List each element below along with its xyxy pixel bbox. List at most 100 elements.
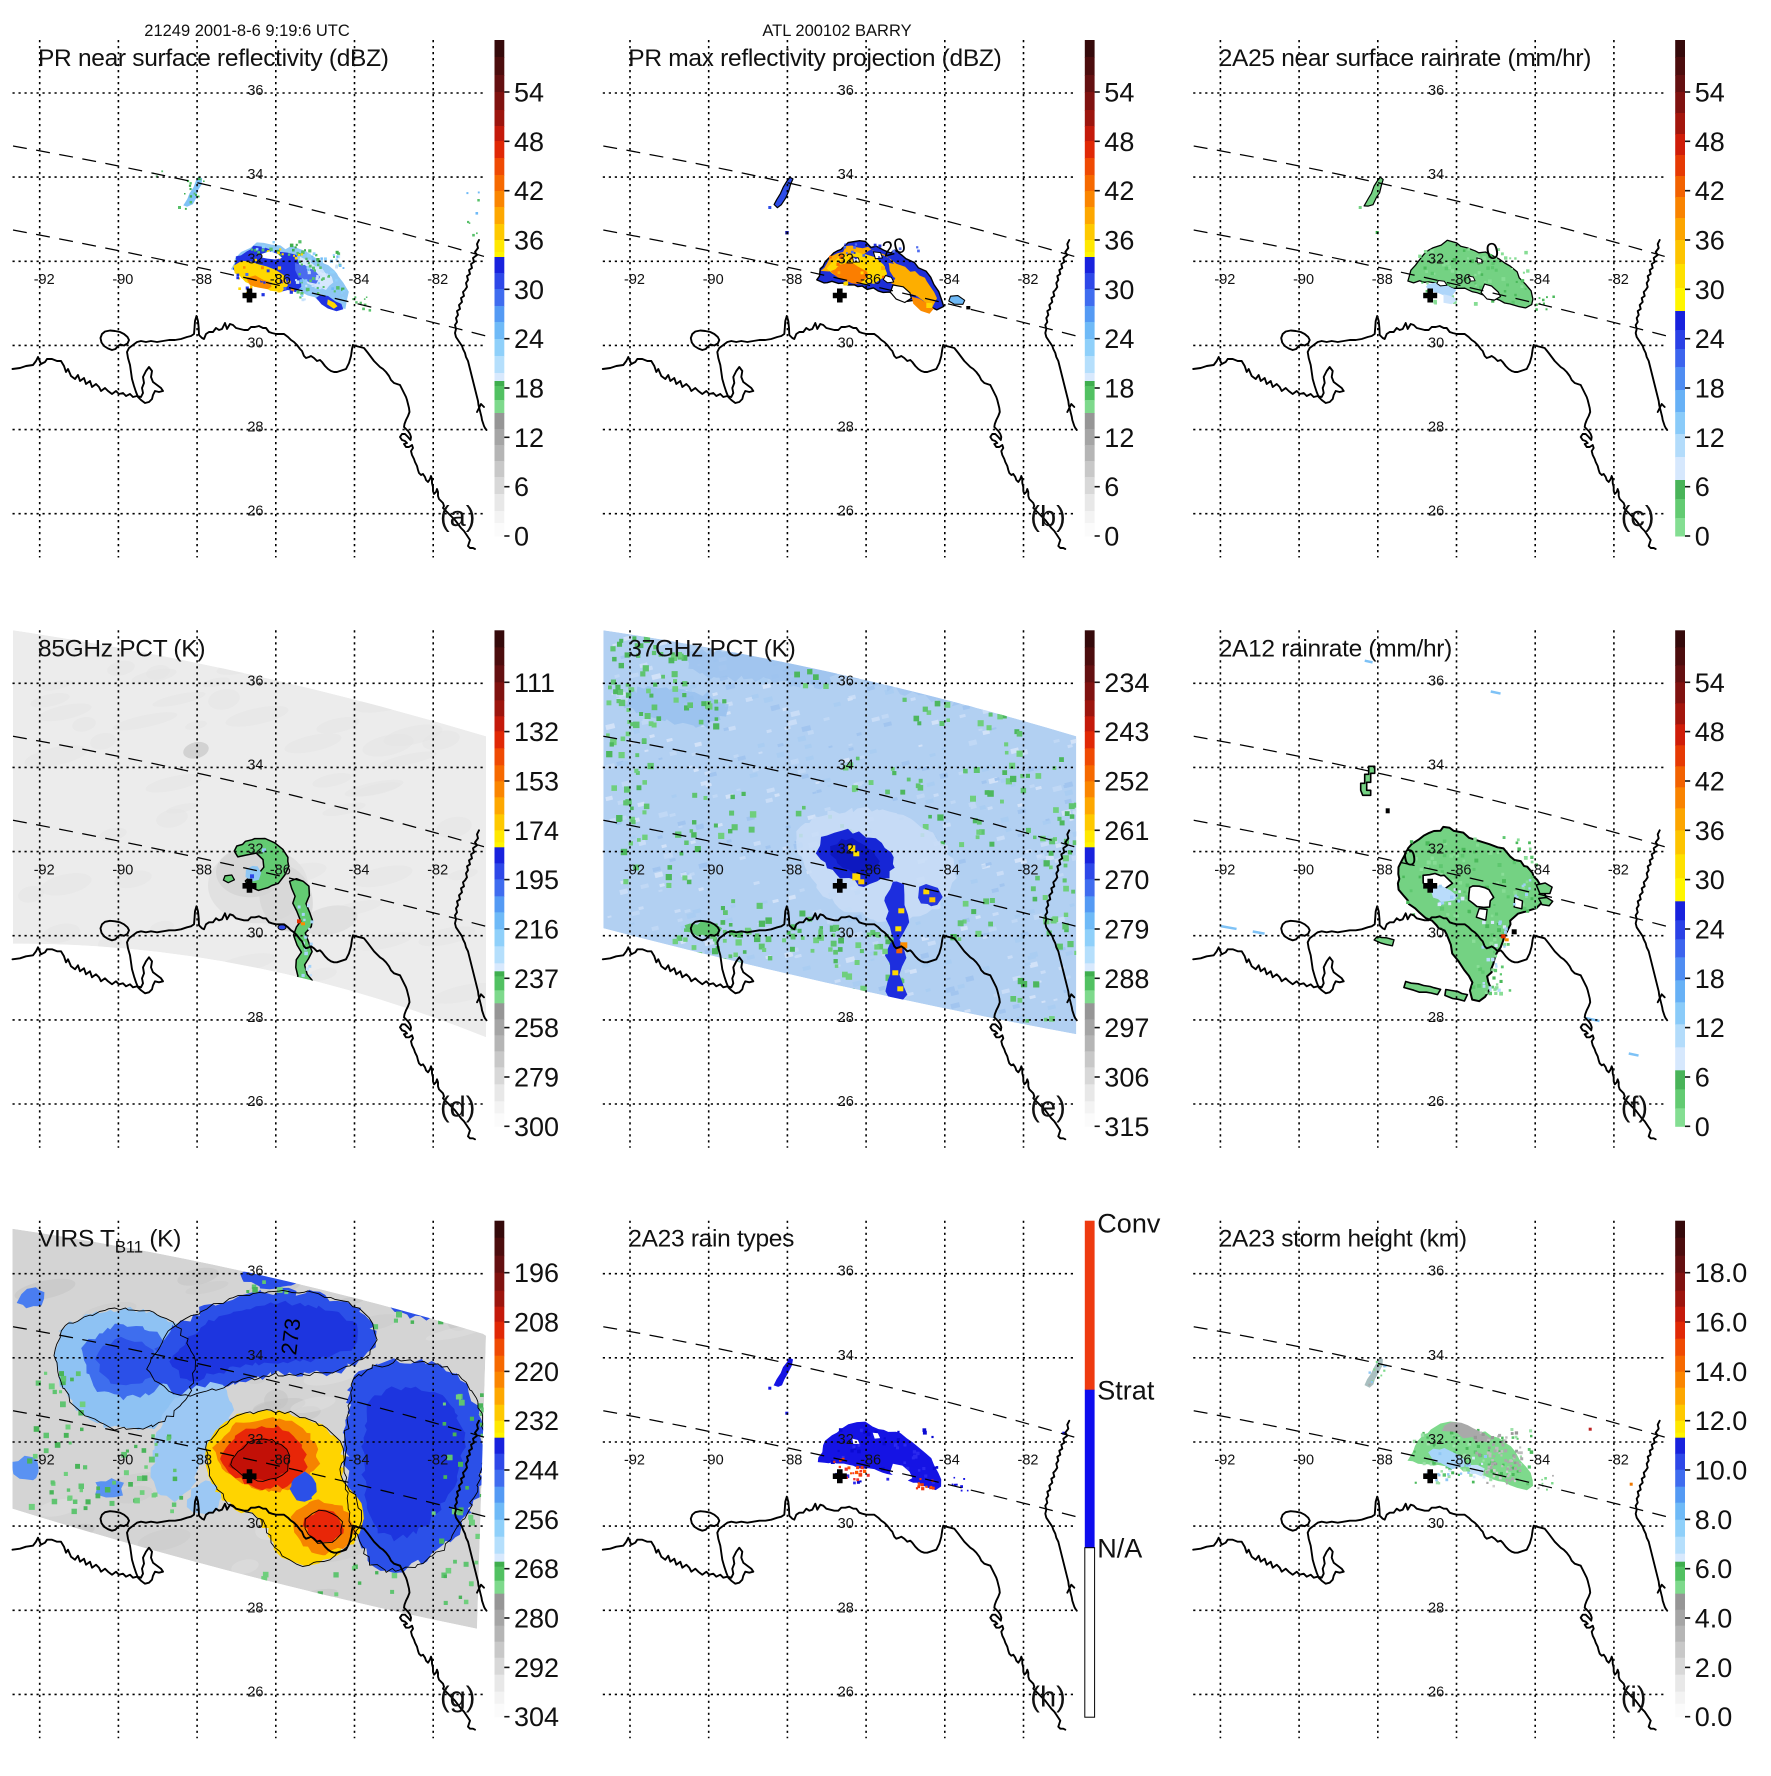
svg-text:-82: -82 — [427, 272, 448, 288]
svg-text:18: 18 — [514, 374, 544, 404]
svg-text:-82: -82 — [1608, 1453, 1629, 1469]
svg-text:48: 48 — [1695, 717, 1725, 747]
svg-text:36: 36 — [247, 83, 263, 99]
svg-text:(d): (d) — [440, 1091, 475, 1123]
svg-text:6: 6 — [1104, 472, 1119, 502]
svg-text:36: 36 — [247, 673, 263, 689]
svg-text:42: 42 — [514, 176, 544, 206]
svg-text:16.0: 16.0 — [1695, 1308, 1748, 1338]
svg-text:34: 34 — [247, 167, 263, 183]
svg-text:280: 280 — [514, 1604, 559, 1634]
svg-text:297: 297 — [1104, 1013, 1149, 1043]
svg-text:PR max reflectivity projection: PR max reflectivity projection (dBZ) — [628, 45, 1001, 72]
svg-text:PR near surface reflectivity (: PR near surface reflectivity (dBZ) — [38, 45, 389, 72]
svg-text:-84: -84 — [1529, 862, 1550, 878]
svg-text:153: 153 — [514, 767, 559, 797]
svg-text:12: 12 — [1104, 423, 1134, 453]
svg-text:-86: -86 — [860, 1453, 881, 1469]
svg-text:28: 28 — [247, 1600, 263, 1616]
svg-text:288: 288 — [1104, 964, 1149, 994]
svg-text:-82: -82 — [1018, 1453, 1039, 1469]
svg-text:273: 273 — [276, 1317, 305, 1356]
svg-text:30: 30 — [1695, 865, 1725, 895]
svg-text:54: 54 — [1695, 668, 1725, 698]
svg-text:32: 32 — [247, 842, 263, 858]
svg-text:30: 30 — [1428, 1516, 1444, 1532]
svg-text:24: 24 — [514, 324, 544, 354]
svg-text:279: 279 — [514, 1063, 559, 1093]
svg-text:-88: -88 — [191, 272, 212, 288]
svg-text:-88: -88 — [1372, 862, 1393, 878]
svg-text:30: 30 — [1104, 275, 1134, 305]
svg-text:30: 30 — [514, 275, 544, 305]
svg-text:(e): (e) — [1030, 1091, 1065, 1123]
svg-text:85GHz PCT (K): 85GHz PCT (K) — [38, 635, 205, 662]
svg-text:18: 18 — [1104, 374, 1134, 404]
svg-text:-92: -92 — [624, 862, 645, 878]
svg-text:26: 26 — [838, 1094, 854, 1110]
svg-text:26: 26 — [247, 1094, 263, 1110]
svg-text:-92: -92 — [1214, 1453, 1235, 1469]
svg-text:36: 36 — [1428, 83, 1444, 99]
svg-text:216: 216 — [514, 915, 559, 945]
svg-text:-88: -88 — [1372, 272, 1393, 288]
svg-text:26: 26 — [1428, 504, 1444, 520]
svg-text:-84: -84 — [939, 1453, 960, 1469]
svg-text:36: 36 — [838, 83, 854, 99]
svg-text:30: 30 — [247, 1516, 263, 1532]
svg-text:48: 48 — [1695, 127, 1725, 157]
svg-text:0: 0 — [1695, 522, 1710, 552]
svg-text:-88: -88 — [781, 862, 802, 878]
svg-text:36: 36 — [1428, 1264, 1444, 1280]
svg-text:N/A: N/A — [1097, 1534, 1142, 1564]
svg-text:6: 6 — [1695, 472, 1710, 502]
svg-text:12.0: 12.0 — [1695, 1406, 1748, 1436]
svg-text:315: 315 — [1104, 1112, 1149, 1142]
svg-text:32: 32 — [247, 251, 263, 267]
svg-text:292: 292 — [514, 1653, 559, 1683]
svg-text:30: 30 — [838, 926, 854, 942]
svg-text:-82: -82 — [1018, 862, 1039, 878]
svg-text:-92: -92 — [1214, 272, 1235, 288]
svg-text:21249 2001-8-6 9:19:6 UTC: 21249 2001-8-6 9:19:6 UTC — [144, 22, 350, 40]
svg-text:54: 54 — [1695, 78, 1725, 108]
svg-text:-92: -92 — [624, 1453, 645, 1469]
svg-text:-90: -90 — [112, 862, 133, 878]
svg-text:-90: -90 — [112, 1453, 133, 1469]
svg-text:-84: -84 — [1529, 1453, 1550, 1469]
svg-text:18.0: 18.0 — [1695, 1258, 1748, 1288]
svg-text:-84: -84 — [1529, 272, 1550, 288]
svg-text:ATL 200102 BARRY: ATL 200102 BARRY — [762, 22, 911, 40]
svg-text:2A23 storm height (km): 2A23 storm height (km) — [1219, 1226, 1467, 1253]
svg-text:2A25 near surface rainrate (mm: 2A25 near surface rainrate (mm/hr) — [1219, 45, 1591, 72]
svg-text:-88: -88 — [191, 862, 212, 878]
svg-text:26: 26 — [247, 504, 263, 520]
svg-text:26: 26 — [1428, 1684, 1444, 1700]
svg-text:28: 28 — [838, 1600, 854, 1616]
svg-text:-92: -92 — [1214, 862, 1235, 878]
svg-text:-88: -88 — [781, 272, 802, 288]
svg-text:42: 42 — [1104, 176, 1134, 206]
svg-text:14.0: 14.0 — [1695, 1357, 1748, 1387]
svg-text:34: 34 — [838, 1348, 854, 1364]
svg-text:37GHz PCT (K): 37GHz PCT (K) — [628, 635, 795, 662]
svg-text:32: 32 — [838, 251, 854, 267]
svg-text:48: 48 — [1104, 127, 1134, 157]
svg-text:36: 36 — [514, 226, 544, 256]
svg-text:(f): (f) — [1621, 1091, 1648, 1123]
svg-text:28: 28 — [1428, 1010, 1444, 1026]
svg-text:36: 36 — [838, 673, 854, 689]
svg-text:258: 258 — [514, 1013, 559, 1043]
svg-text:12: 12 — [1695, 1013, 1725, 1043]
svg-text:-84: -84 — [349, 272, 370, 288]
svg-text:-84: -84 — [939, 272, 960, 288]
svg-text:196: 196 — [514, 1258, 559, 1288]
svg-text:0: 0 — [1483, 237, 1501, 265]
svg-text:54: 54 — [1104, 78, 1134, 108]
svg-text:(c): (c) — [1621, 501, 1655, 533]
svg-text:111: 111 — [514, 668, 555, 698]
svg-text:34: 34 — [1428, 757, 1444, 773]
svg-text:-82: -82 — [427, 1453, 448, 1469]
svg-text:234: 234 — [1104, 668, 1149, 698]
svg-text:36: 36 — [838, 1264, 854, 1280]
